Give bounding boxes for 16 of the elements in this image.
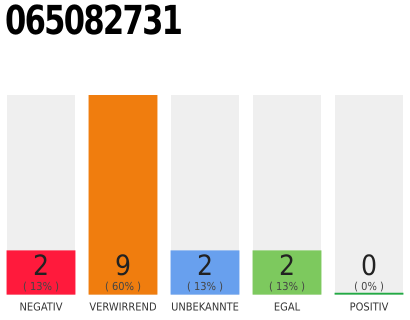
annotation: ( 0% ) <box>354 280 384 293</box>
x-tick-label: EGAL <box>274 300 301 314</box>
annotation: ( 60% ) <box>104 280 142 293</box>
x-tick-label: VERWIRREND <box>89 300 157 314</box>
data-label: 2 <box>278 248 296 282</box>
data-label: 2 <box>196 248 214 282</box>
data-label: 2 <box>32 248 50 282</box>
chart-title: 065082731 <box>5 0 182 44</box>
annotation: ( 13% ) <box>268 280 306 293</box>
data-label: 9 <box>114 248 132 282</box>
x-tick-label: POSITIV <box>350 300 389 314</box>
x-tick-label: NEGATIV <box>20 300 63 314</box>
data-label: 0 <box>360 248 378 282</box>
annotation: ( 13% ) <box>186 280 224 293</box>
annotation: ( 13% ) <box>22 280 60 293</box>
x-tick-label: UNBEKANNTE <box>171 300 239 314</box>
